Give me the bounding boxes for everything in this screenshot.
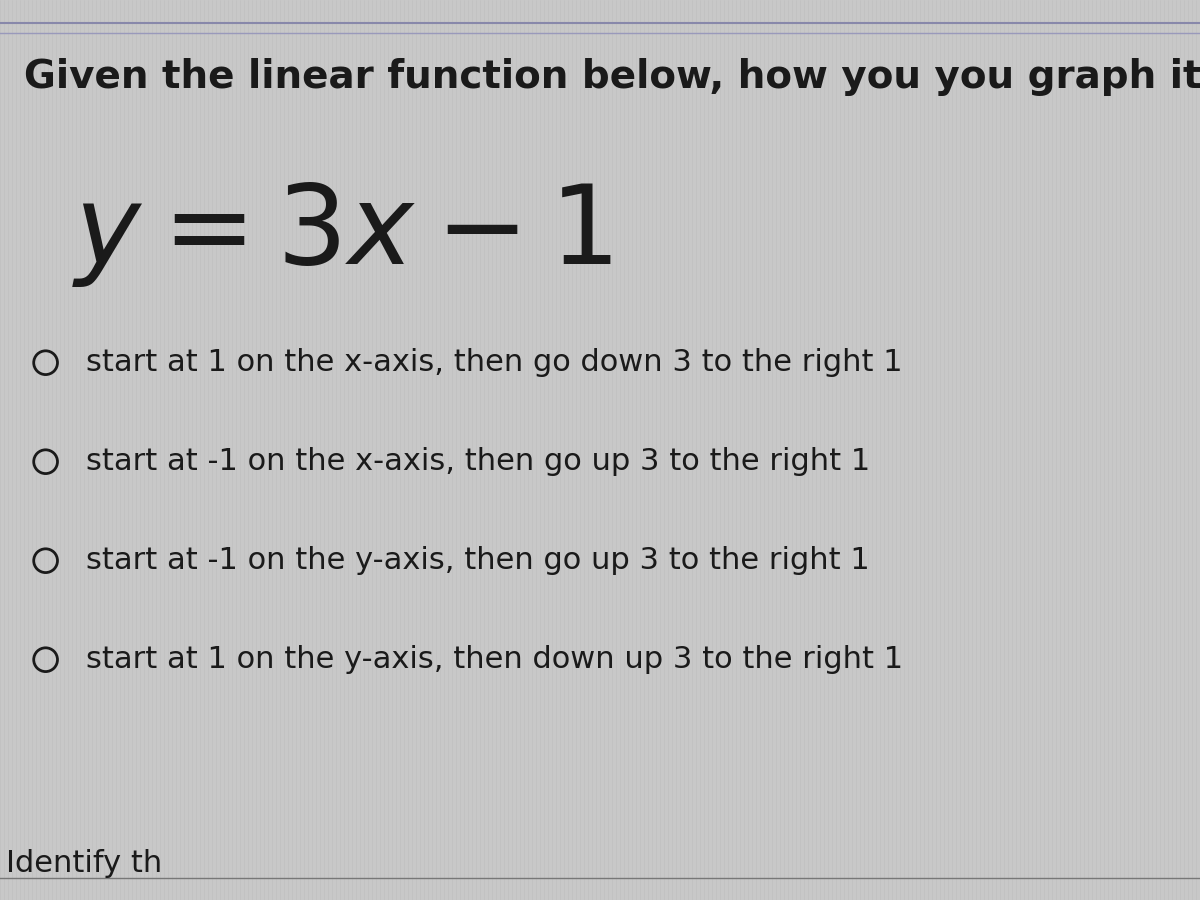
Text: start at 1 on the x-axis, then go down 3 to the right 1: start at 1 on the x-axis, then go down 3… (86, 348, 904, 377)
Text: start at -1 on the x-axis, then go up 3 to the right 1: start at -1 on the x-axis, then go up 3 … (86, 447, 871, 476)
Text: $y = 3x - 1$: $y = 3x - 1$ (72, 180, 612, 289)
Text: start at -1 on the y-axis, then go up 3 to the right 1: start at -1 on the y-axis, then go up 3 … (86, 546, 870, 575)
Text: start at 1 on the y-axis, then down up 3 to the right 1: start at 1 on the y-axis, then down up 3… (86, 645, 904, 674)
Text: Given the linear function below, how you you graph it?: Given the linear function below, how you… (24, 58, 1200, 96)
Text: Identify th: Identify th (6, 850, 162, 878)
